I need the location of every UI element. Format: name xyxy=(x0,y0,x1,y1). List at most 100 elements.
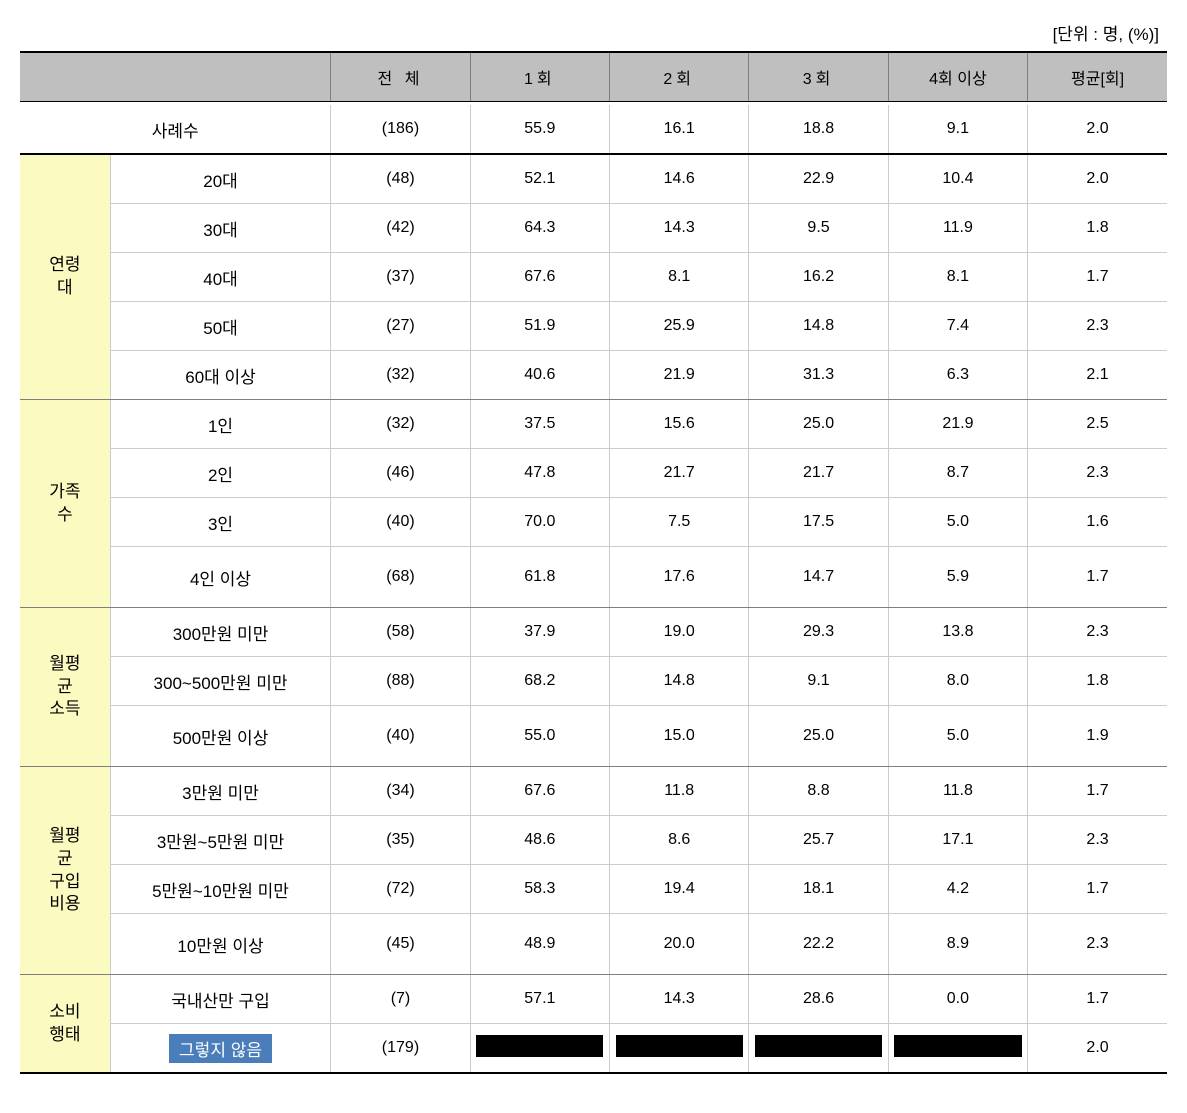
redacted-bar xyxy=(755,1035,882,1057)
redacted-bar xyxy=(476,1035,603,1057)
data-c2: 14.8 xyxy=(610,657,749,706)
table-row: 월평균구입비용3만원 미만(34)67.611.88.811.81.7 xyxy=(20,767,1167,816)
data-c4: 5.0 xyxy=(888,498,1027,547)
table-row: 3인(40)70.07.517.55.01.6 xyxy=(20,498,1167,547)
data-c1: 61.8 xyxy=(470,547,609,608)
data-c1: 68.2 xyxy=(470,657,609,706)
data-c1: 37.5 xyxy=(470,400,609,449)
data-total: (42) xyxy=(331,204,470,253)
row-label: 10만원 이상 xyxy=(110,914,331,975)
row-label: 60대 이상 xyxy=(110,351,331,400)
data-c4: 8.7 xyxy=(888,449,1027,498)
data-c2: 15.6 xyxy=(610,400,749,449)
data-c4: 21.9 xyxy=(888,400,1027,449)
row-label: 5만원~10만원 미만 xyxy=(110,865,331,914)
data-avg: 2.0 xyxy=(1028,154,1167,204)
data-c2: 15.0 xyxy=(610,706,749,767)
data-total: (58) xyxy=(331,608,470,657)
data-c1: 67.6 xyxy=(470,767,609,816)
row-label: 2인 xyxy=(110,449,331,498)
data-avg: 1.7 xyxy=(1028,547,1167,608)
summary-label: 사례수 xyxy=(20,105,331,154)
redacted-bar xyxy=(894,1035,1021,1057)
data-avg: 2.3 xyxy=(1028,914,1167,975)
data-c1: 51.9 xyxy=(470,302,609,351)
data-c3: 22.9 xyxy=(749,154,888,204)
data-avg: 2.5 xyxy=(1028,400,1167,449)
summary-avg: 2.0 xyxy=(1028,105,1167,154)
data-total: (34) xyxy=(331,767,470,816)
data-c3: 25.0 xyxy=(749,400,888,449)
table-row: 4인 이상(68)61.817.614.75.91.7 xyxy=(20,547,1167,608)
header-c3: 3회 xyxy=(749,52,888,102)
data-avg: 1.6 xyxy=(1028,498,1167,547)
data-c1: 47.8 xyxy=(470,449,609,498)
data-total: (7) xyxy=(331,975,470,1024)
data-c3: 31.3 xyxy=(749,351,888,400)
table-row: 10만원 이상(45)48.920.022.28.92.3 xyxy=(20,914,1167,975)
data-c4: 8.9 xyxy=(888,914,1027,975)
row-label: 그렇지 않음 xyxy=(110,1024,331,1074)
summary-row: 사례수(186)55.916.118.89.12.0 xyxy=(20,105,1167,154)
data-c2: 17.6 xyxy=(610,547,749,608)
data-c1: 57.1 xyxy=(470,975,609,1024)
data-total: (88) xyxy=(331,657,470,706)
data-c3: 8.8 xyxy=(749,767,888,816)
row-label: 3만원 미만 xyxy=(110,767,331,816)
data-c3: 25.7 xyxy=(749,816,888,865)
summary-c2: 16.1 xyxy=(610,105,749,154)
data-c4: 11.8 xyxy=(888,767,1027,816)
group-label: 월평균구입비용 xyxy=(20,767,110,975)
header-row: 전 체 1회 2회 3회 4회 이상 평균[회] xyxy=(20,52,1167,102)
data-c4: 10.4 xyxy=(888,154,1027,204)
data-c3: 16.2 xyxy=(749,253,888,302)
data-total: (179) xyxy=(331,1024,470,1074)
table-row: 2인(46)47.821.721.78.72.3 xyxy=(20,449,1167,498)
row-label: 300~500만원 미만 xyxy=(110,657,331,706)
data-c2: 19.0 xyxy=(610,608,749,657)
data-c1: 55.0 xyxy=(470,706,609,767)
data-c3: 25.0 xyxy=(749,706,888,767)
data-avg: 1.8 xyxy=(1028,204,1167,253)
data-c2: 14.6 xyxy=(610,154,749,204)
row-label: 500만원 이상 xyxy=(110,706,331,767)
data-c2: 21.9 xyxy=(610,351,749,400)
data-c1: 40.6 xyxy=(470,351,609,400)
header-blank xyxy=(20,52,331,102)
data-c4: 17.1 xyxy=(888,816,1027,865)
data-c2: 19.4 xyxy=(610,865,749,914)
data-total: (45) xyxy=(331,914,470,975)
data-total: (40) xyxy=(331,498,470,547)
data-avg: 2.3 xyxy=(1028,449,1167,498)
data-c1: 37.9 xyxy=(470,608,609,657)
data-avg: 2.0 xyxy=(1028,1024,1167,1074)
data-c1: 64.3 xyxy=(470,204,609,253)
group-label: 월평균소득 xyxy=(20,608,110,767)
header-avg: 평균[회] xyxy=(1028,52,1167,102)
row-label: 3인 xyxy=(110,498,331,547)
table-row: 그렇지 않음(179) 2.0 xyxy=(20,1024,1167,1074)
table-row: 40대(37)67.68.116.28.11.7 xyxy=(20,253,1167,302)
table-row: 300~500만원 미만(88)68.214.89.18.01.8 xyxy=(20,657,1167,706)
row-label: 300만원 미만 xyxy=(110,608,331,657)
table-row: 500만원 이상(40)55.015.025.05.01.9 xyxy=(20,706,1167,767)
data-total: (27) xyxy=(331,302,470,351)
data-c1: 52.1 xyxy=(470,154,609,204)
data-c4: 13.8 xyxy=(888,608,1027,657)
row-label: 50대 xyxy=(110,302,331,351)
data-c3: 29.3 xyxy=(749,608,888,657)
data-avg: 1.8 xyxy=(1028,657,1167,706)
data-total: (32) xyxy=(331,400,470,449)
data-c2 xyxy=(610,1024,749,1074)
header-c1: 1회 xyxy=(470,52,609,102)
data-c4: 8.1 xyxy=(888,253,1027,302)
header-c2: 2회 xyxy=(610,52,749,102)
row-label: 20대 xyxy=(110,154,331,204)
row-label: 40대 xyxy=(110,253,331,302)
data-c2: 20.0 xyxy=(610,914,749,975)
group-label: 가족수 xyxy=(20,400,110,608)
table-row: 3만원~5만원 미만(35)48.68.625.717.12.3 xyxy=(20,816,1167,865)
table-row: 가족수1인(32)37.515.625.021.92.5 xyxy=(20,400,1167,449)
unit-label: [단위 : 명, (%)] xyxy=(20,20,1167,45)
data-avg: 1.7 xyxy=(1028,253,1167,302)
